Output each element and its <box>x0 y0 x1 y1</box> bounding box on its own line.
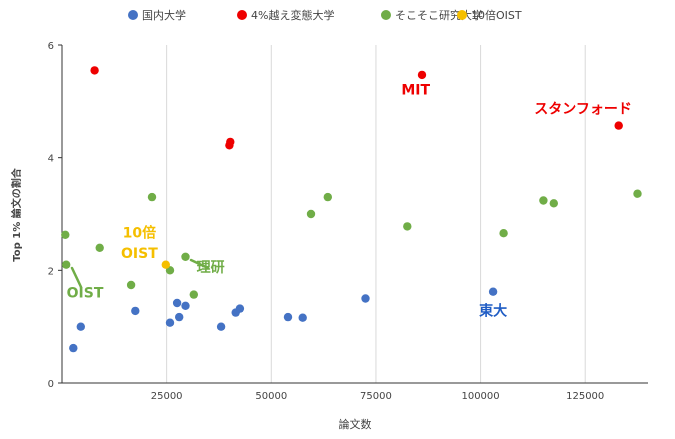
data-point <box>95 243 104 252</box>
annotations: MIT スタンフォード 10倍 OIST 理研 OIST 東大 <box>67 83 632 320</box>
data-point <box>323 192 332 202</box>
data-point <box>76 322 86 331</box>
data-point <box>161 260 170 269</box>
data-point <box>499 229 508 238</box>
annotation-connectors <box>70 258 210 289</box>
data-point <box>69 343 78 353</box>
data-point <box>126 280 136 290</box>
data-point <box>172 298 182 308</box>
annotation-label: 東大 <box>479 302 507 319</box>
legend-marker <box>237 10 247 20</box>
annotation-label: 理研 <box>197 260 225 276</box>
data-point <box>181 301 190 310</box>
x-tick-label: 100000 <box>461 391 499 402</box>
data-point <box>633 189 642 198</box>
data-point <box>614 121 623 130</box>
data-point <box>61 260 71 269</box>
x-tick-label: 75000 <box>360 391 392 402</box>
annotation-label: スタンフォード <box>534 102 632 118</box>
annotation-label: OIST <box>121 246 158 262</box>
data-point <box>165 318 175 327</box>
y-tick-label: 0 <box>48 379 54 390</box>
data-point <box>90 66 99 75</box>
data-point <box>539 196 548 205</box>
data-point <box>403 222 412 231</box>
data-point <box>306 209 316 219</box>
y-tick-label: 4 <box>48 154 54 165</box>
annotation-label: 10倍 <box>123 225 156 242</box>
legend-marker <box>381 10 391 20</box>
y-axis-title: Top 1% 論文の割合 <box>10 167 23 261</box>
legend-marker <box>128 10 138 20</box>
legend-label: 10倍OIST <box>471 8 522 22</box>
data-point <box>216 322 226 331</box>
x-tick-label: 125000 <box>566 391 604 402</box>
y-tick-label: 2 <box>48 266 54 277</box>
data-point <box>189 290 198 299</box>
data-point <box>283 312 293 322</box>
legend-label: 国内大学 <box>142 8 186 22</box>
data-point <box>131 306 140 316</box>
data-point <box>361 294 370 303</box>
data-point <box>147 192 157 202</box>
data-point <box>181 252 190 261</box>
x-tick-label: 25000 <box>151 391 183 402</box>
legend-label: 4%越え変態大学 <box>251 8 334 22</box>
y-tick-label: 6 <box>48 41 54 52</box>
annotation-connector <box>70 266 83 289</box>
legend-label: そこそこ研究大学 <box>395 8 483 22</box>
annotation-connector <box>189 258 210 270</box>
legend-marker <box>457 10 467 20</box>
annotation-label: MIT <box>401 83 430 99</box>
grid <box>166 45 586 383</box>
axes: 25000 50000 75000 100000 125000 0 2 4 6 <box>48 41 648 402</box>
data-point <box>298 313 307 322</box>
data-point <box>235 304 245 313</box>
data-point <box>549 199 558 208</box>
x-axis-title: 論文数 <box>339 417 372 431</box>
data-point <box>61 230 70 239</box>
annotation-label: OIST <box>67 285 104 301</box>
data-point <box>417 70 427 80</box>
data-points <box>61 66 642 353</box>
data-point <box>175 312 184 322</box>
data-point <box>488 287 498 296</box>
x-tick-label: 50000 <box>255 391 287 402</box>
data-point <box>226 137 235 147</box>
